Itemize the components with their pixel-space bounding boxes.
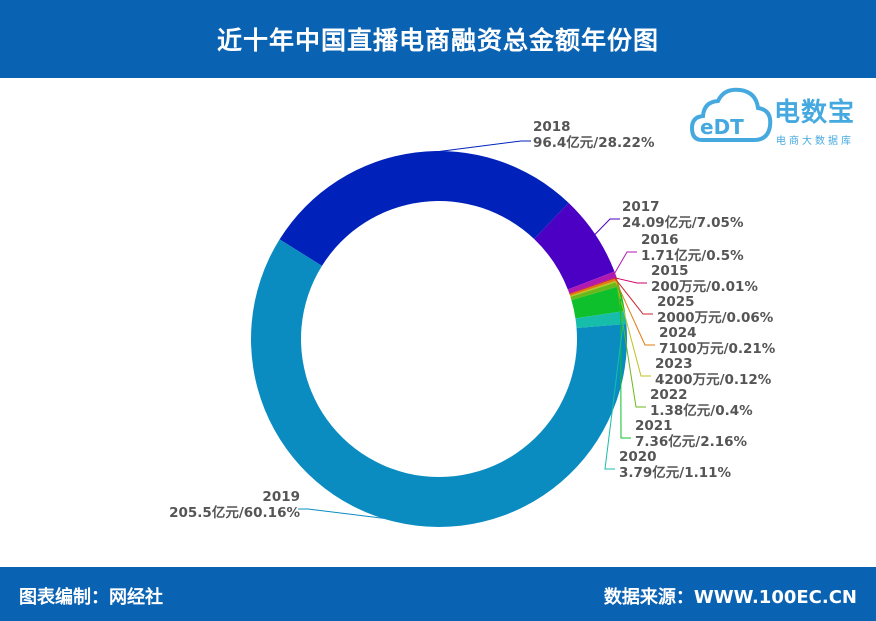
label-value-2020: 3.79亿元/1.11%: [619, 464, 732, 481]
logo-text: 电数宝: [774, 98, 856, 128]
label-value-2018: 96.4亿元/28.22%: [533, 134, 655, 151]
label-year-2023: 2023: [655, 356, 693, 372]
leader-line-2023: [615, 281, 651, 377]
label-value-2016: 1.71亿元/0.5%: [641, 247, 744, 264]
cloud-logo-icon: eDT: [689, 87, 773, 142]
leader-line-2018: [415, 140, 531, 155]
label-value-2019: 205.5亿元/60.16%: [169, 504, 300, 521]
slice-2021: [571, 286, 625, 319]
leader-line-2017: [593, 218, 620, 237]
label-year-2025: 2025: [657, 294, 695, 310]
label-year-2022: 2022: [650, 387, 688, 403]
logo-subtitle: 电商大数据库: [776, 136, 854, 147]
slice-2023: [570, 280, 619, 297]
slice-2020: [575, 310, 627, 328]
slice-2025: [569, 277, 617, 295]
leader-line-2015: [614, 277, 647, 284]
slice-2017: [534, 202, 615, 290]
label-value-2021: 7.36亿元/2.16%: [635, 433, 748, 450]
label-year-2017: 2017: [622, 199, 660, 215]
label-year-2018: 2018: [533, 119, 571, 135]
header-bar: 近十年中国直播电商融资总金额年份图: [0, 0, 876, 78]
label-value-2025: 2000万元/0.06%: [657, 310, 774, 326]
slice-2019: [250, 239, 627, 527]
label-year-2016: 2016: [641, 232, 679, 248]
leader-line-2020: [604, 317, 625, 470]
label-year-2024: 2024: [659, 325, 697, 341]
label-year-2021: 2021: [635, 418, 673, 434]
label-value-2024: 7100万元/0.21%: [659, 341, 776, 357]
footer-bar: 图表编制：网经社 数据来源：WWW.100EC.CN: [0, 567, 876, 621]
logo: eDT 电数宝 电商大数据库: [689, 84, 870, 154]
slice-2024: [569, 277, 618, 296]
chart-title: 近十年中国直播电商融资总金额年份图: [216, 26, 659, 55]
label-value-2015: 200万元/0.01%: [651, 279, 758, 295]
leader-line-2019: [298, 508, 395, 521]
logo-mark: eDT: [700, 115, 744, 139]
label-year-2020: 2020: [619, 449, 657, 465]
footer-credit: 图表编制：网经社: [19, 587, 163, 608]
slice-2022: [570, 281, 620, 301]
label-value-2023: 4200万元/0.12%: [655, 372, 772, 388]
footer-source: 数据来源：WWW.100EC.CN: [603, 587, 857, 608]
label-year-2019: 2019: [262, 489, 300, 505]
leader-line-2024: [614, 279, 655, 346]
leader-line-2016: [613, 251, 637, 276]
slice-2018: [279, 151, 569, 266]
label-value-2017: 24.09亿元/7.05%: [622, 214, 744, 231]
label-value-2022: 1.38亿元/0.4%: [650, 402, 753, 419]
leader-line-2025: [614, 277, 653, 315]
label-year-2015: 2015: [651, 263, 689, 279]
slice-2016: [567, 271, 617, 294]
